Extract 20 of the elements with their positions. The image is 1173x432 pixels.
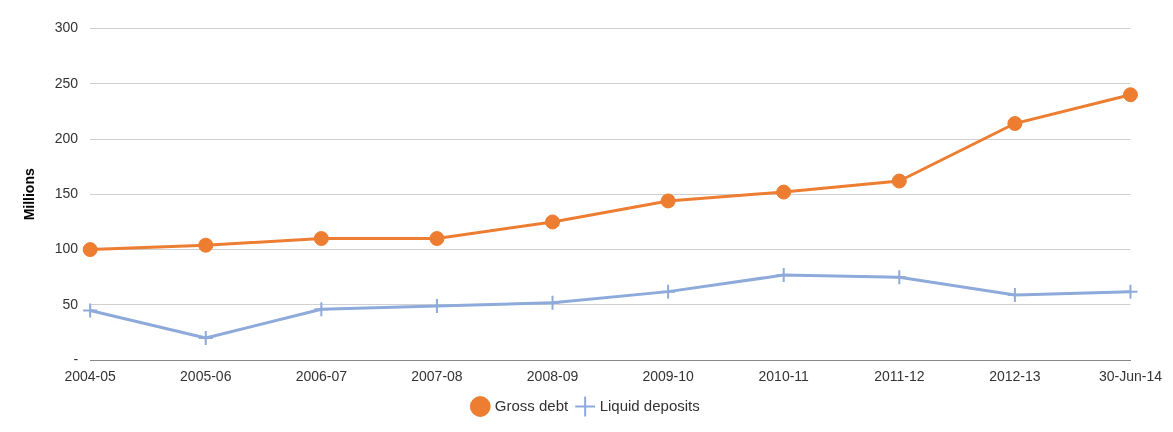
x-tick-label: 2010-11 [758,368,810,385]
y-tick-label: 250 [54,74,79,91]
x-tick-label: 2012-13 [989,368,1041,385]
y-tick-label: 200 [54,129,79,146]
y-tick-label: 50 [62,295,79,312]
x-tick-label: 2006-07 [295,368,348,385]
y-tick-label: - [73,351,79,368]
x-tick-label: 2011-12 [874,368,925,385]
legend-label: Gross debt [494,396,569,414]
y-axis-title: Millions [21,168,38,221]
x-tick-label: 2004-05 [64,368,117,385]
legend-label: Liquid deposits [599,396,700,414]
y-tick-label: 150 [54,185,79,202]
x-tick-label: 2008-09 [526,368,579,385]
x-tick-label: 2005-06 [180,368,232,385]
x-tick-label: 2009-10 [642,368,695,385]
x-tick-label: 30-Jun-14 [1098,368,1163,385]
y-tick-label: 100 [54,240,79,257]
y-tick-label: 300 [54,19,79,36]
x-tick-label: 2007-08 [411,368,463,385]
